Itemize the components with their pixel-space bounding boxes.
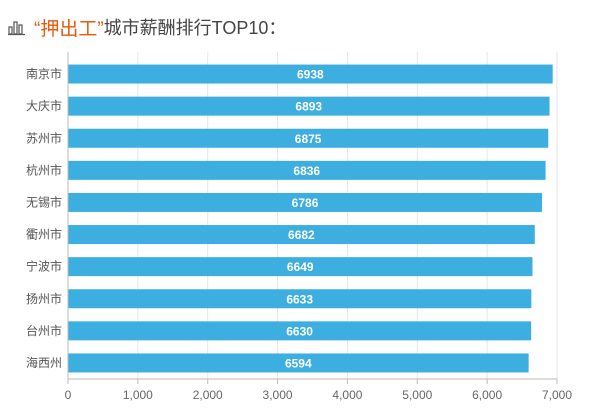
x-tick-label: 3,000 (263, 388, 293, 402)
bars (68, 64, 553, 373)
category-label: 无锡市 (26, 194, 62, 209)
x-tick-label: 6,000 (472, 388, 502, 402)
category-label: 杭州市 (26, 162, 62, 177)
x-tick-label: 0 (65, 388, 72, 402)
bar (68, 160, 546, 180)
category-label: 衢州市 (26, 227, 62, 242)
bar (68, 128, 549, 148)
x-tick-label: 7,000 (542, 388, 572, 402)
value-label: 6633 (286, 292, 313, 306)
bar (68, 64, 553, 84)
value-label: 6938 (297, 68, 324, 82)
x-tick-label: 1,000 (123, 388, 153, 402)
bar (68, 353, 529, 373)
value-label: 6836 (293, 164, 320, 178)
category-label: 宁波市 (26, 259, 62, 274)
bar (68, 225, 535, 245)
x-tick-label: 2,000 (193, 388, 223, 402)
category-label: 海西州 (26, 355, 62, 370)
chart-header: “押出工” 城市薪酬排行TOP10： (8, 14, 286, 40)
x-axis-ticks: 0 1,000 2,000 3,000 4,000 5,000 6,000 7,000 (65, 52, 572, 402)
value-label: 6630 (286, 324, 313, 338)
bar (68, 96, 550, 116)
value-labels: 6938 6893 6875 6836 6786 6682 6649 6633 6630 6594 (285, 68, 324, 371)
bar (68, 289, 532, 309)
category-label: 台州市 (26, 323, 62, 338)
x-tick-label: 4,000 (332, 388, 362, 402)
value-label: 6649 (287, 260, 314, 274)
value-label: 6594 (285, 356, 312, 370)
value-label: 6682 (288, 228, 315, 242)
chart-title: 城市薪酬排行TOP10： (103, 18, 287, 38)
category-label: 南京市 (26, 66, 62, 81)
bar (68, 192, 543, 212)
bar (68, 321, 532, 341)
category-label: 苏州市 (26, 130, 62, 145)
value-label: 6786 (292, 196, 319, 210)
value-label: 6875 (295, 132, 322, 146)
bar-chart-icon (8, 21, 25, 36)
category-label: 大庆市 (26, 98, 62, 113)
bar (68, 257, 533, 277)
category-label: 扬州市 (26, 291, 62, 306)
value-label: 6893 (295, 100, 322, 114)
title-highlight: “押出工” (34, 18, 104, 40)
x-tick-label: 5,000 (402, 388, 432, 402)
